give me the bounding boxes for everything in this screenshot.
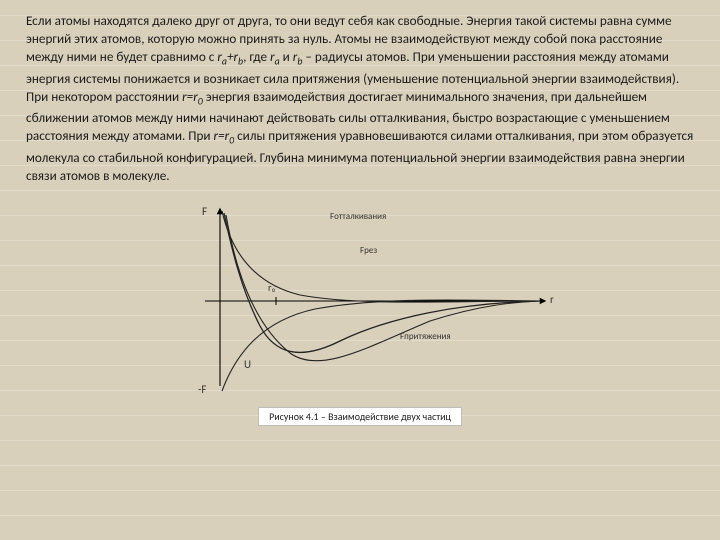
- label-resultant: Fрез: [360, 245, 377, 256]
- figure-container: F -F r r₀ Fотталкивания Fрез Fпритяжения…: [26, 191, 694, 426]
- label-minus-F: -F: [198, 383, 206, 396]
- label-r: r: [550, 293, 554, 306]
- label-attraction: Fпритяжения: [400, 331, 451, 342]
- body-paragraph: Если атомы находятся далеко друг от друг…: [26, 12, 694, 185]
- label-repulsion: Fотталкивания: [330, 211, 386, 222]
- chart-svg: [150, 191, 570, 401]
- label-potential: U: [244, 358, 251, 371]
- label-r0: r₀: [268, 281, 275, 294]
- label-F: F: [202, 205, 207, 218]
- figure-caption: Рисунок 4.1 – Взаимодействие двух частиц: [258, 407, 462, 426]
- symbol-r-eq-r0-a: r=r0: [182, 88, 203, 105]
- symbol-r-eq-r0-b: r=r0: [214, 127, 235, 144]
- text-fragment: , где: [243, 48, 270, 65]
- symbol-rb: rb: [293, 48, 303, 65]
- text-fragment: и: [280, 48, 293, 65]
- symbol-ra: ra: [270, 48, 280, 65]
- symbol-ra-plus-rb: ra+rb: [217, 48, 243, 65]
- curve-attraction: [222, 300, 540, 391]
- interaction-force-chart: F -F r r₀ Fотталкивания Fрез Fпритяжения…: [150, 191, 570, 401]
